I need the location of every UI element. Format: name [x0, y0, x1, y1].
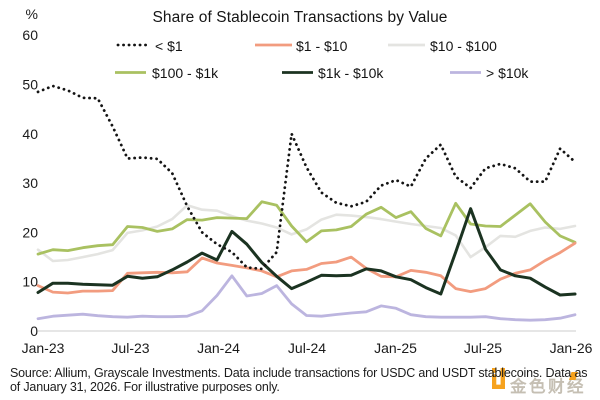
svg-text:Jul-23: Jul-23	[111, 340, 149, 356]
svg-text:60: 60	[22, 27, 38, 43]
svg-text:Jan-23: Jan-23	[22, 340, 65, 356]
svg-text:50: 50	[22, 77, 38, 93]
svg-text:10: 10	[22, 274, 38, 290]
svg-text:20: 20	[22, 224, 38, 240]
svg-text:%: %	[26, 6, 38, 22]
svg-text:0: 0	[30, 323, 38, 339]
svg-text:Jul-25: Jul-25	[464, 340, 502, 356]
svg-text:Jan-25: Jan-25	[374, 340, 417, 356]
svg-text:40: 40	[22, 126, 38, 142]
svg-text:30: 30	[22, 175, 38, 191]
svg-text:Jul-24: Jul-24	[288, 340, 326, 356]
svg-text:Jan-26: Jan-26	[550, 340, 593, 356]
svg-text:Jan-24: Jan-24	[197, 340, 240, 356]
